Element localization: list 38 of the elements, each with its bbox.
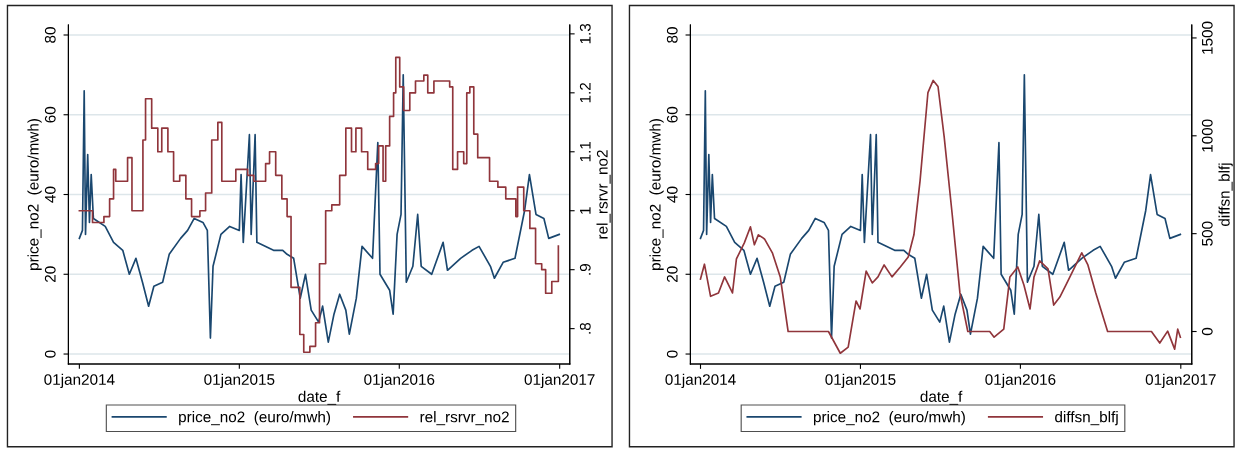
y-tick-label: 60 bbox=[666, 106, 678, 123]
legend-label: diffsn_blfj bbox=[1055, 411, 1118, 426]
y2-tick-label: .8 bbox=[579, 322, 591, 334]
y-tick-label: 60 bbox=[44, 106, 56, 123]
y2-tick-label: 1.2 bbox=[579, 82, 591, 103]
y-tick-label: 40 bbox=[44, 186, 56, 203]
y-tick-label: 20 bbox=[666, 266, 678, 282]
y-tick-label: 20 bbox=[44, 266, 56, 282]
y-tick-label: 40 bbox=[666, 186, 678, 203]
y-tick-label: 80 bbox=[44, 27, 56, 43]
y2-tick-label: 1.1 bbox=[580, 141, 591, 162]
y2-tick-label: 1000 bbox=[1201, 119, 1213, 152]
x-tick-label: 01jan2014 bbox=[665, 373, 736, 388]
y2-tick-label: 1500 bbox=[1201, 21, 1213, 54]
legend-label: price_no2 (euro/mwh) bbox=[813, 411, 965, 426]
y-axis-title: price_no2 (euro/mwh) bbox=[27, 119, 42, 270]
y2-axis-title: rel_rsrvr_no2 bbox=[596, 150, 611, 239]
y-tick-label: 0 bbox=[666, 350, 678, 358]
y2-axis-title: diffsn_blfj bbox=[1218, 163, 1233, 227]
y2-tick-label: .9 bbox=[579, 264, 591, 275]
x-tick-label: 01jan2015 bbox=[204, 373, 275, 388]
x-tick-label: 01jan2016 bbox=[985, 373, 1056, 388]
legend-label: rel_rsrvr_no2 bbox=[420, 411, 509, 426]
x-axis-title: date_f bbox=[920, 390, 963, 405]
y2-tick-label: 500 bbox=[1201, 221, 1213, 246]
x-tick-label: 01jan2017 bbox=[1145, 373, 1216, 388]
legend-label: price_no2 (euro/mwh) bbox=[179, 411, 331, 426]
y2-tick-label: 1.3 bbox=[579, 23, 591, 44]
x-axis-title: date_f bbox=[298, 390, 341, 405]
y2-tick-label: 0 bbox=[1201, 327, 1213, 336]
x-tick-label: 01jan2016 bbox=[364, 373, 435, 388]
y-tick-label: 0 bbox=[44, 350, 56, 358]
x-tick-label: 01jan2017 bbox=[524, 373, 595, 388]
x-tick-label: 01jan2015 bbox=[825, 373, 896, 388]
y2-tick-label: 1 bbox=[580, 207, 591, 214]
y-axis-title: price_no2 (euro/mwh) bbox=[649, 119, 664, 270]
y-tick-label: 80 bbox=[666, 27, 678, 43]
x-tick-label: 01jan2014 bbox=[44, 373, 115, 388]
